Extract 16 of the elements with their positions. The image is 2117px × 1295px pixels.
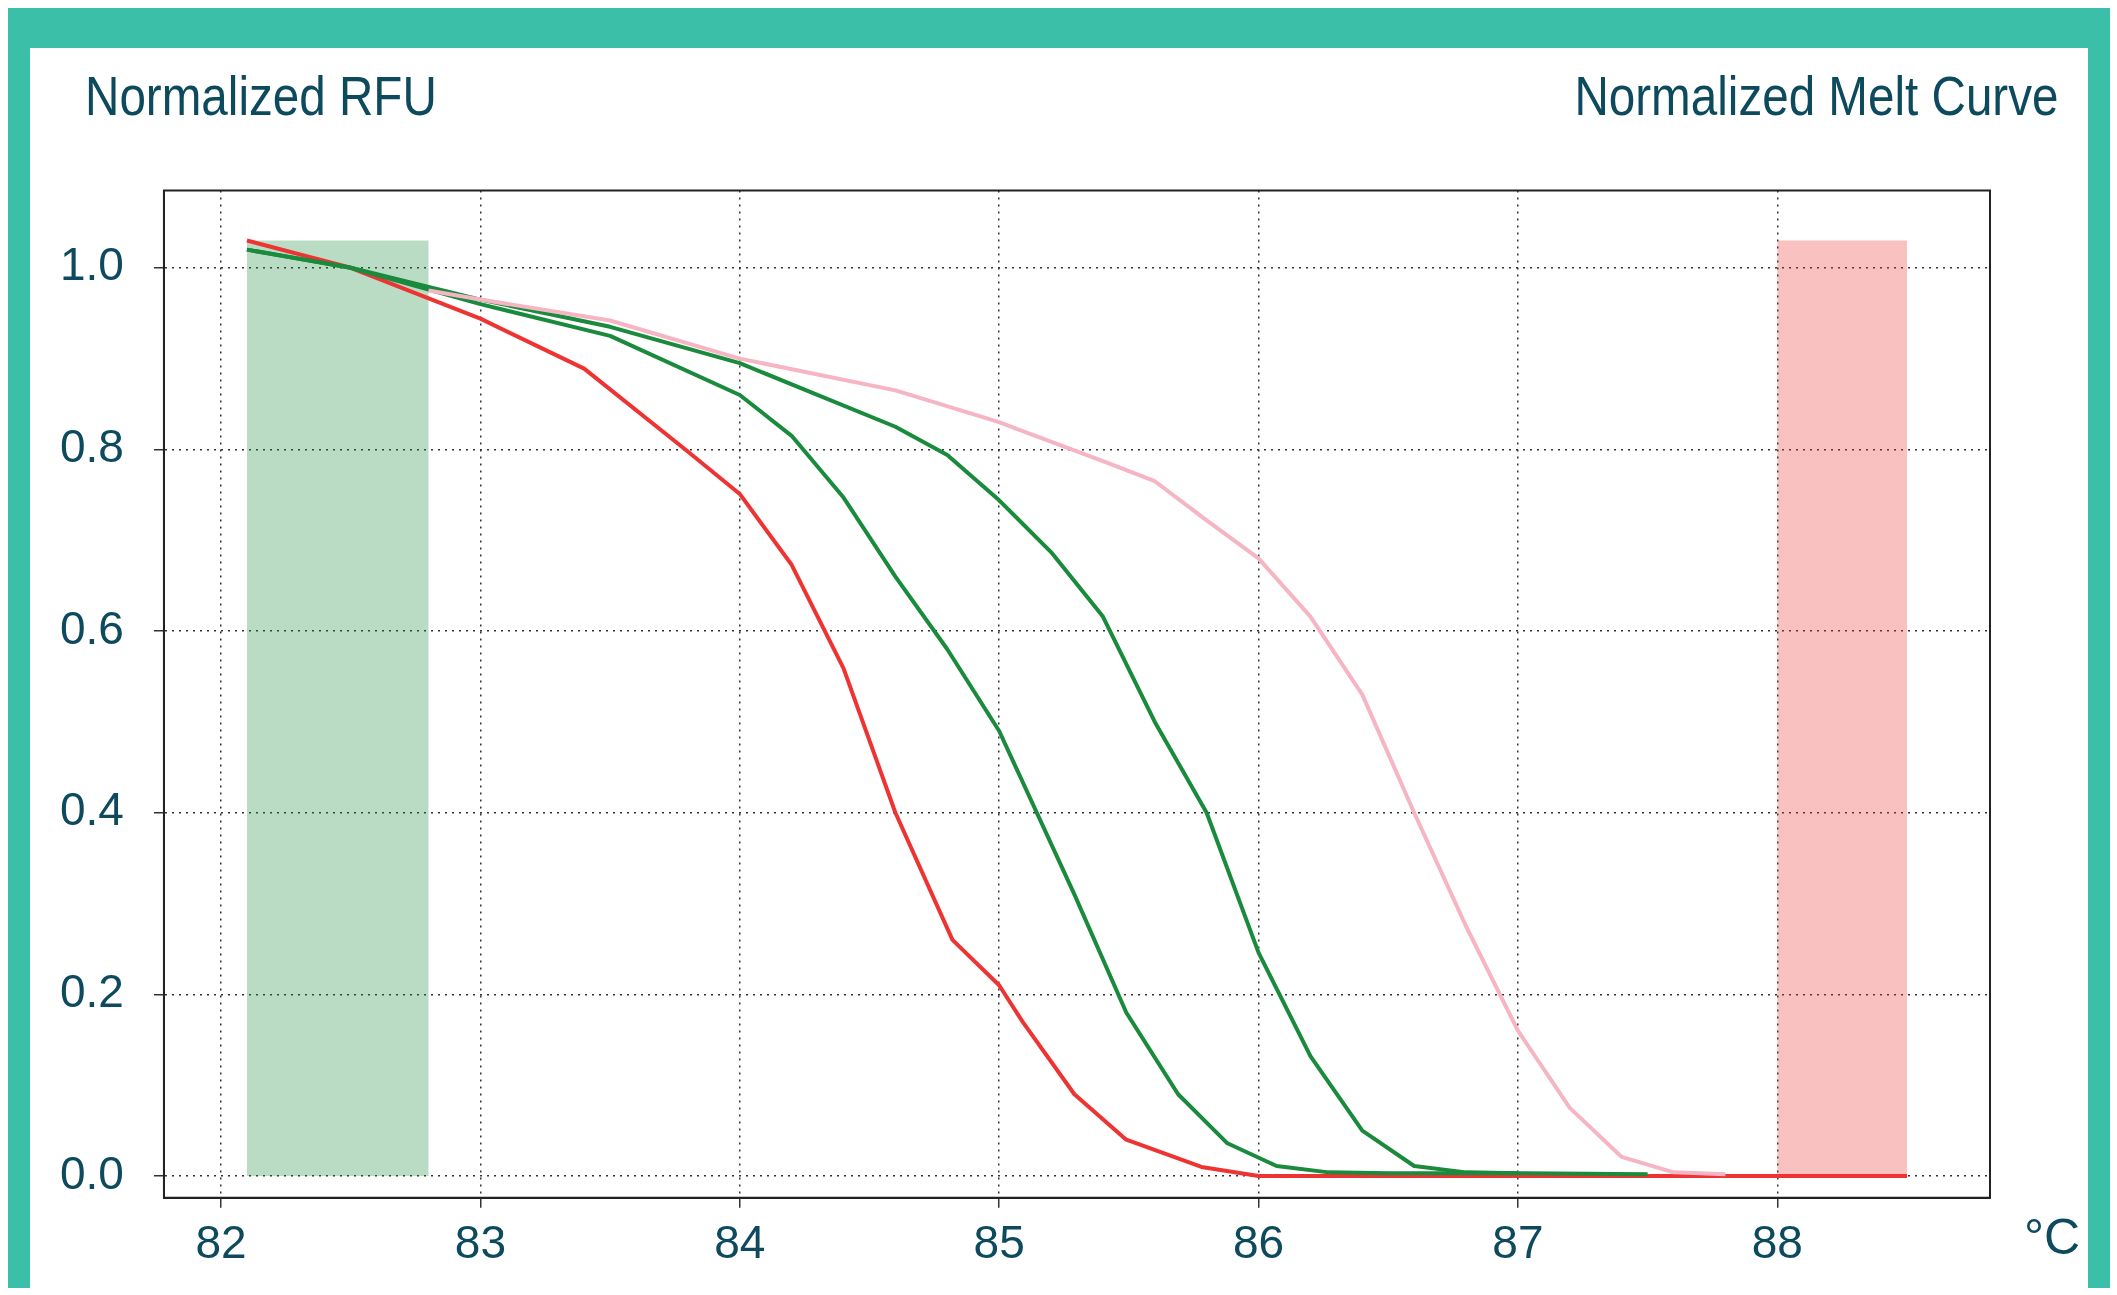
y-tick-label: 0.6 (59, 601, 124, 654)
x-tick-label: 87 (1492, 1216, 1544, 1269)
y-tick-label: 0.4 (59, 783, 124, 836)
x-tick-label: 86 (1232, 1216, 1285, 1269)
y-tick-label: 1.0 (59, 238, 124, 291)
y-tick-label: 0.8 (59, 420, 124, 473)
x-tick-label: 88 (1751, 1216, 1803, 1269)
y-tick-label: 0.2 (59, 965, 124, 1018)
x-axis-title: °C (2023, 1208, 2080, 1266)
y-tick-label: 0.0 (59, 1146, 124, 1199)
x-tick-label: 85 (973, 1216, 1025, 1269)
x-tick-label: 83 (454, 1216, 506, 1269)
chart-title: Normalized Melt Curve (1573, 63, 2058, 128)
x-tick-label: 84 (714, 1216, 766, 1269)
y-axis-title: Normalized RFU (85, 63, 437, 128)
x-tick-label: 82 (195, 1216, 247, 1269)
